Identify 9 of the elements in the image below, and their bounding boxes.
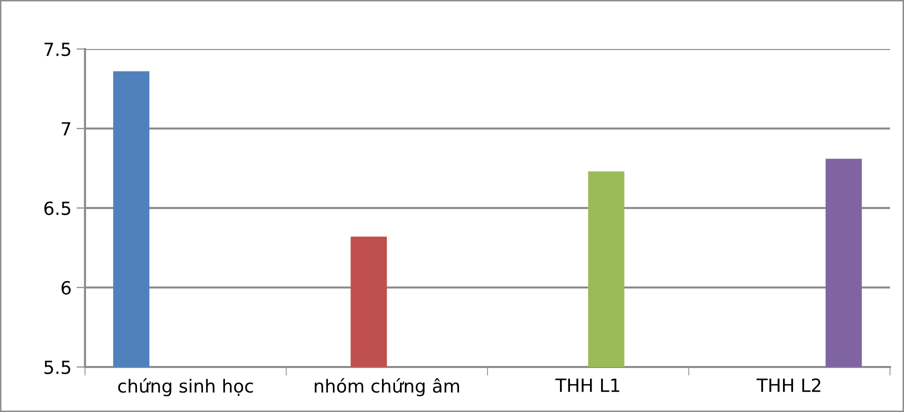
y-tick-label: 7.5 bbox=[44, 42, 70, 56]
y-tick-label: 6 bbox=[62, 280, 71, 295]
y-tick-label: 6.5 bbox=[44, 201, 70, 216]
x-tick-label: nhóm chứng âm bbox=[314, 378, 460, 396]
x-tick-label: THH L1 bbox=[555, 378, 620, 392]
x-tick-label: THH L2 bbox=[756, 378, 820, 392]
y-tick-label: 5.5 bbox=[44, 360, 70, 374]
x-tick-label: chứng sinh học bbox=[118, 378, 253, 396]
y-tick-label: 7 bbox=[62, 122, 70, 136]
